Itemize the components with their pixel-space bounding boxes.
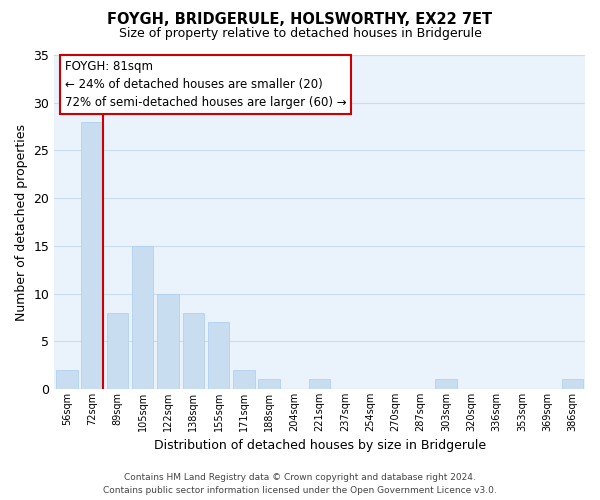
Bar — [309, 380, 331, 389]
X-axis label: Distribution of detached houses by size in Bridgerule: Distribution of detached houses by size … — [154, 440, 486, 452]
Bar — [259, 380, 280, 389]
Text: Contains HM Land Registry data © Crown copyright and database right 2024.
Contai: Contains HM Land Registry data © Crown c… — [103, 474, 497, 495]
Y-axis label: Number of detached properties: Number of detached properties — [15, 124, 28, 320]
Text: Size of property relative to detached houses in Bridgerule: Size of property relative to detached ho… — [119, 28, 481, 40]
Bar — [208, 322, 229, 389]
Bar — [562, 380, 583, 389]
Bar — [82, 122, 103, 389]
Bar — [233, 370, 254, 389]
Text: FOYGH, BRIDGERULE, HOLSWORTHY, EX22 7ET: FOYGH, BRIDGERULE, HOLSWORTHY, EX22 7ET — [107, 12, 493, 28]
Text: FOYGH: 81sqm
← 24% of detached houses are smaller (20)
72% of semi-detached hous: FOYGH: 81sqm ← 24% of detached houses ar… — [65, 60, 347, 109]
Bar — [435, 380, 457, 389]
Bar — [107, 312, 128, 389]
Bar — [132, 246, 154, 389]
Bar — [157, 294, 179, 389]
Bar — [182, 312, 204, 389]
Bar — [56, 370, 77, 389]
